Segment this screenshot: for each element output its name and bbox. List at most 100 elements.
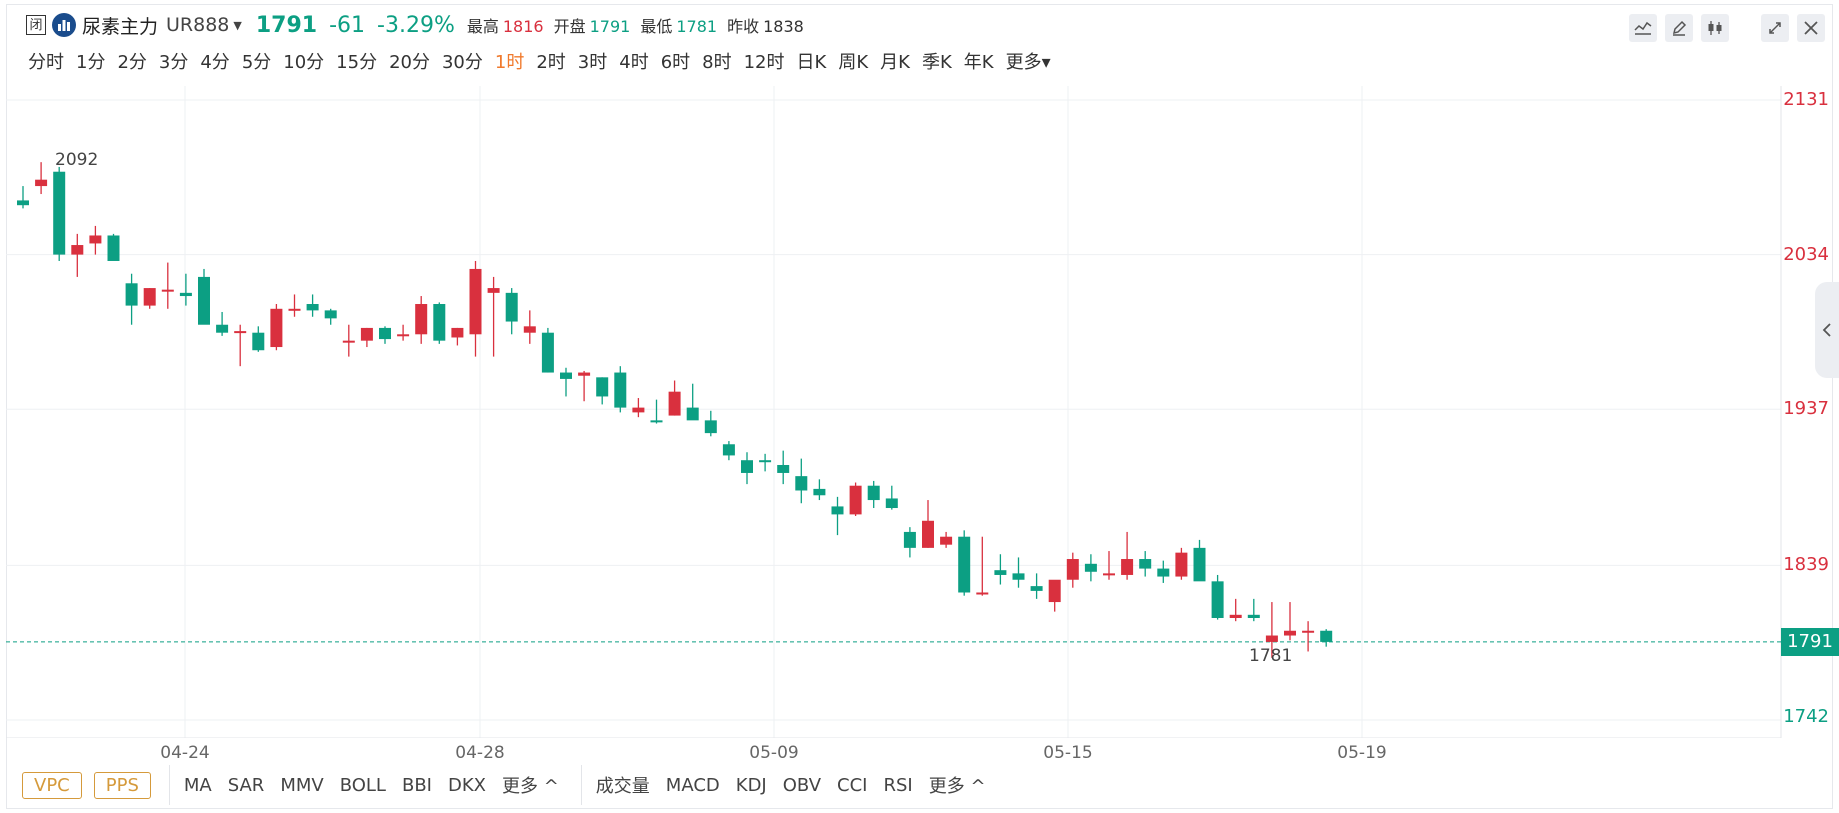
candle-body	[1211, 581, 1224, 618]
candle-body	[1030, 586, 1043, 591]
tab-period[interactable]: 4分	[200, 52, 230, 73]
tab-period[interactable]: 4时	[619, 52, 649, 73]
price-change-percent: -3.29%	[377, 12, 455, 38]
max-price-label: 2092	[55, 150, 99, 171]
tab-period[interactable]: 20分	[389, 52, 430, 73]
tab-period[interactable]: 30分	[441, 52, 483, 73]
indicator-pill[interactable]: PPS	[93, 771, 151, 799]
candle-body	[560, 372, 572, 379]
candle-body	[1247, 614, 1260, 618]
candle-body	[35, 179, 48, 187]
candle-body	[107, 235, 120, 261]
close-icon[interactable]	[1797, 14, 1825, 42]
tab-period[interactable]: 6时	[660, 52, 691, 73]
sub-indicator[interactable]: 更多 ^	[928, 776, 986, 797]
candle-body	[324, 310, 337, 319]
candle-body	[686, 407, 699, 421]
candle-body	[777, 464, 790, 473]
candle-body	[867, 485, 880, 501]
candle-body	[433, 304, 446, 341]
tab-period[interactable]: 更多▾	[1005, 52, 1051, 73]
candle-body	[89, 235, 102, 244]
tab-period[interactable]: 10分	[283, 52, 325, 73]
sub-indicator[interactable]: KDJ	[735, 774, 767, 796]
tab-period[interactable]: 3时	[577, 52, 608, 73]
candle-body	[1121, 559, 1134, 575]
tab-period[interactable]: 日K	[796, 52, 827, 73]
tab-period[interactable]: 1时	[494, 52, 525, 73]
candle-body	[1103, 573, 1115, 576]
candle-style-icon[interactable]	[1701, 14, 1729, 42]
tab-period[interactable]: 8时	[702, 52, 732, 73]
main-indicator[interactable]: BOLL	[339, 774, 386, 796]
candle-body	[198, 276, 210, 325]
tab-period[interactable]: 2时	[536, 52, 566, 73]
main-indicator[interactable]: SAR	[227, 774, 265, 796]
tab-period[interactable]: 2分	[117, 52, 147, 73]
main-indicator[interactable]: 更多 ^	[501, 776, 559, 797]
tab-period[interactable]: 3分	[158, 52, 189, 73]
sub-indicator[interactable]: RSI	[883, 774, 913, 796]
candle-body	[614, 372, 627, 408]
sub-indicator[interactable]: 成交量	[595, 776, 650, 797]
pen-icon[interactable]	[1665, 14, 1693, 42]
main-indicator[interactable]: DKX	[447, 774, 486, 796]
candle-body	[179, 292, 192, 297]
candle-body	[306, 304, 319, 311]
instrument-code[interactable]: UR888	[166, 14, 230, 36]
tab-period[interactable]: 月K	[880, 52, 910, 73]
divider	[168, 765, 170, 805]
candle-body	[722, 444, 735, 456]
main-indicator[interactable]: MMV	[280, 774, 324, 796]
sub-indicator[interactable]: CCI	[837, 774, 868, 796]
candle-body	[1048, 579, 1061, 603]
candle-body	[668, 391, 681, 416]
tab-period[interactable]: 周K	[838, 52, 869, 73]
tab-period[interactable]: 12时	[743, 52, 785, 73]
period-tabs: 分时 1分 2分 3分 4分 5分 10分 15分 20分 30分 1时 2时 3时 4时 6时 8时 12时日…	[28, 48, 1063, 74]
candle-body	[885, 498, 898, 509]
price-tick-label: 1937	[1783, 398, 1829, 420]
line-tool-icon[interactable]	[1629, 14, 1657, 42]
tab-period[interactable]: 5分	[241, 52, 272, 73]
chevron-left-icon	[1822, 323, 1831, 337]
candle-body	[53, 171, 66, 255]
candle-body	[1229, 614, 1242, 618]
candle-body	[288, 308, 301, 311]
sub-indicator[interactable]: OBV	[782, 774, 822, 796]
caret-down-icon[interactable]: ▼	[233, 18, 242, 32]
collapse-panel-button[interactable]	[1815, 282, 1839, 378]
candle-body	[252, 332, 265, 351]
stat-label: 昨收	[727, 17, 760, 36]
candle-body	[1265, 635, 1278, 642]
candle-body	[451, 327, 464, 338]
main-indicator[interactable]: MA	[183, 774, 212, 796]
fullscreen-icon[interactable]	[1761, 14, 1789, 42]
quote-header: 闭 尿素主力 UR888 ▼ 1791 -61 -3.29% 最高 1816 开盘 1…	[26, 10, 814, 40]
tab-period[interactable]: 年K	[963, 52, 994, 73]
candle-body	[958, 536, 971, 593]
date-tick-label: 05-15	[1043, 743, 1093, 763]
tab-period[interactable]: 1分	[76, 52, 106, 73]
divider	[580, 765, 582, 805]
candle-body	[578, 372, 591, 376]
tab-period[interactable]: 季K	[921, 52, 952, 73]
candle-body	[487, 288, 500, 293]
candle-body	[379, 327, 391, 340]
sub-indicator[interactable]: MACD	[665, 774, 720, 796]
candle-body	[922, 520, 934, 548]
candle-body	[17, 200, 29, 206]
candle-body	[831, 506, 844, 515]
min-price-label: 1781	[1249, 645, 1293, 666]
tab-period[interactable]: 15分	[336, 52, 378, 73]
date-tick-label: 04-24	[160, 743, 210, 763]
candle-body	[415, 304, 428, 335]
indicator-pill[interactable]: VPC	[22, 771, 82, 799]
chart-app-icon	[52, 13, 76, 37]
tab-period[interactable]: 分时	[28, 52, 64, 73]
date-tick-label: 05-09	[749, 743, 799, 763]
main-indicator[interactable]: BBI	[401, 774, 432, 796]
kline-plot[interactable]	[6, 86, 1786, 739]
candle-body	[161, 289, 174, 292]
candle-body	[541, 332, 554, 373]
